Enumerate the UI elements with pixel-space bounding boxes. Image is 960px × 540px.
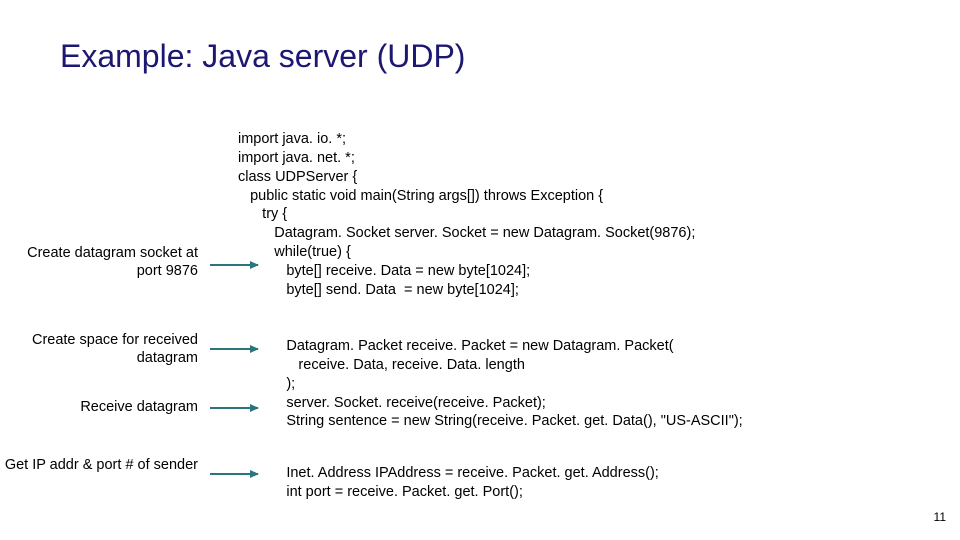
code-block-1: import java. io. *; import java. net. *;… (238, 130, 695, 300)
annot-get-ip: Get IP addr & port # of sender (5, 456, 198, 474)
annot-receive: Receive datagram (80, 398, 198, 416)
page-number: 11 (934, 510, 946, 524)
annot-create-socket: Create datagram socket at port 9876 (0, 244, 198, 280)
annot-create-space: Create space for received datagram (0, 331, 198, 367)
arrow-create-space (210, 348, 258, 350)
code-block-2: Datagram. Packet receive. Packet = new D… (238, 337, 743, 431)
arrow-receive (210, 407, 258, 409)
code-block-3: Inet. Address IPAddress = receive. Packe… (238, 464, 659, 502)
slide-title: Example: Java server (UDP) (60, 38, 465, 75)
arrow-get-ip (210, 473, 258, 475)
arrow-create-socket (210, 264, 258, 266)
